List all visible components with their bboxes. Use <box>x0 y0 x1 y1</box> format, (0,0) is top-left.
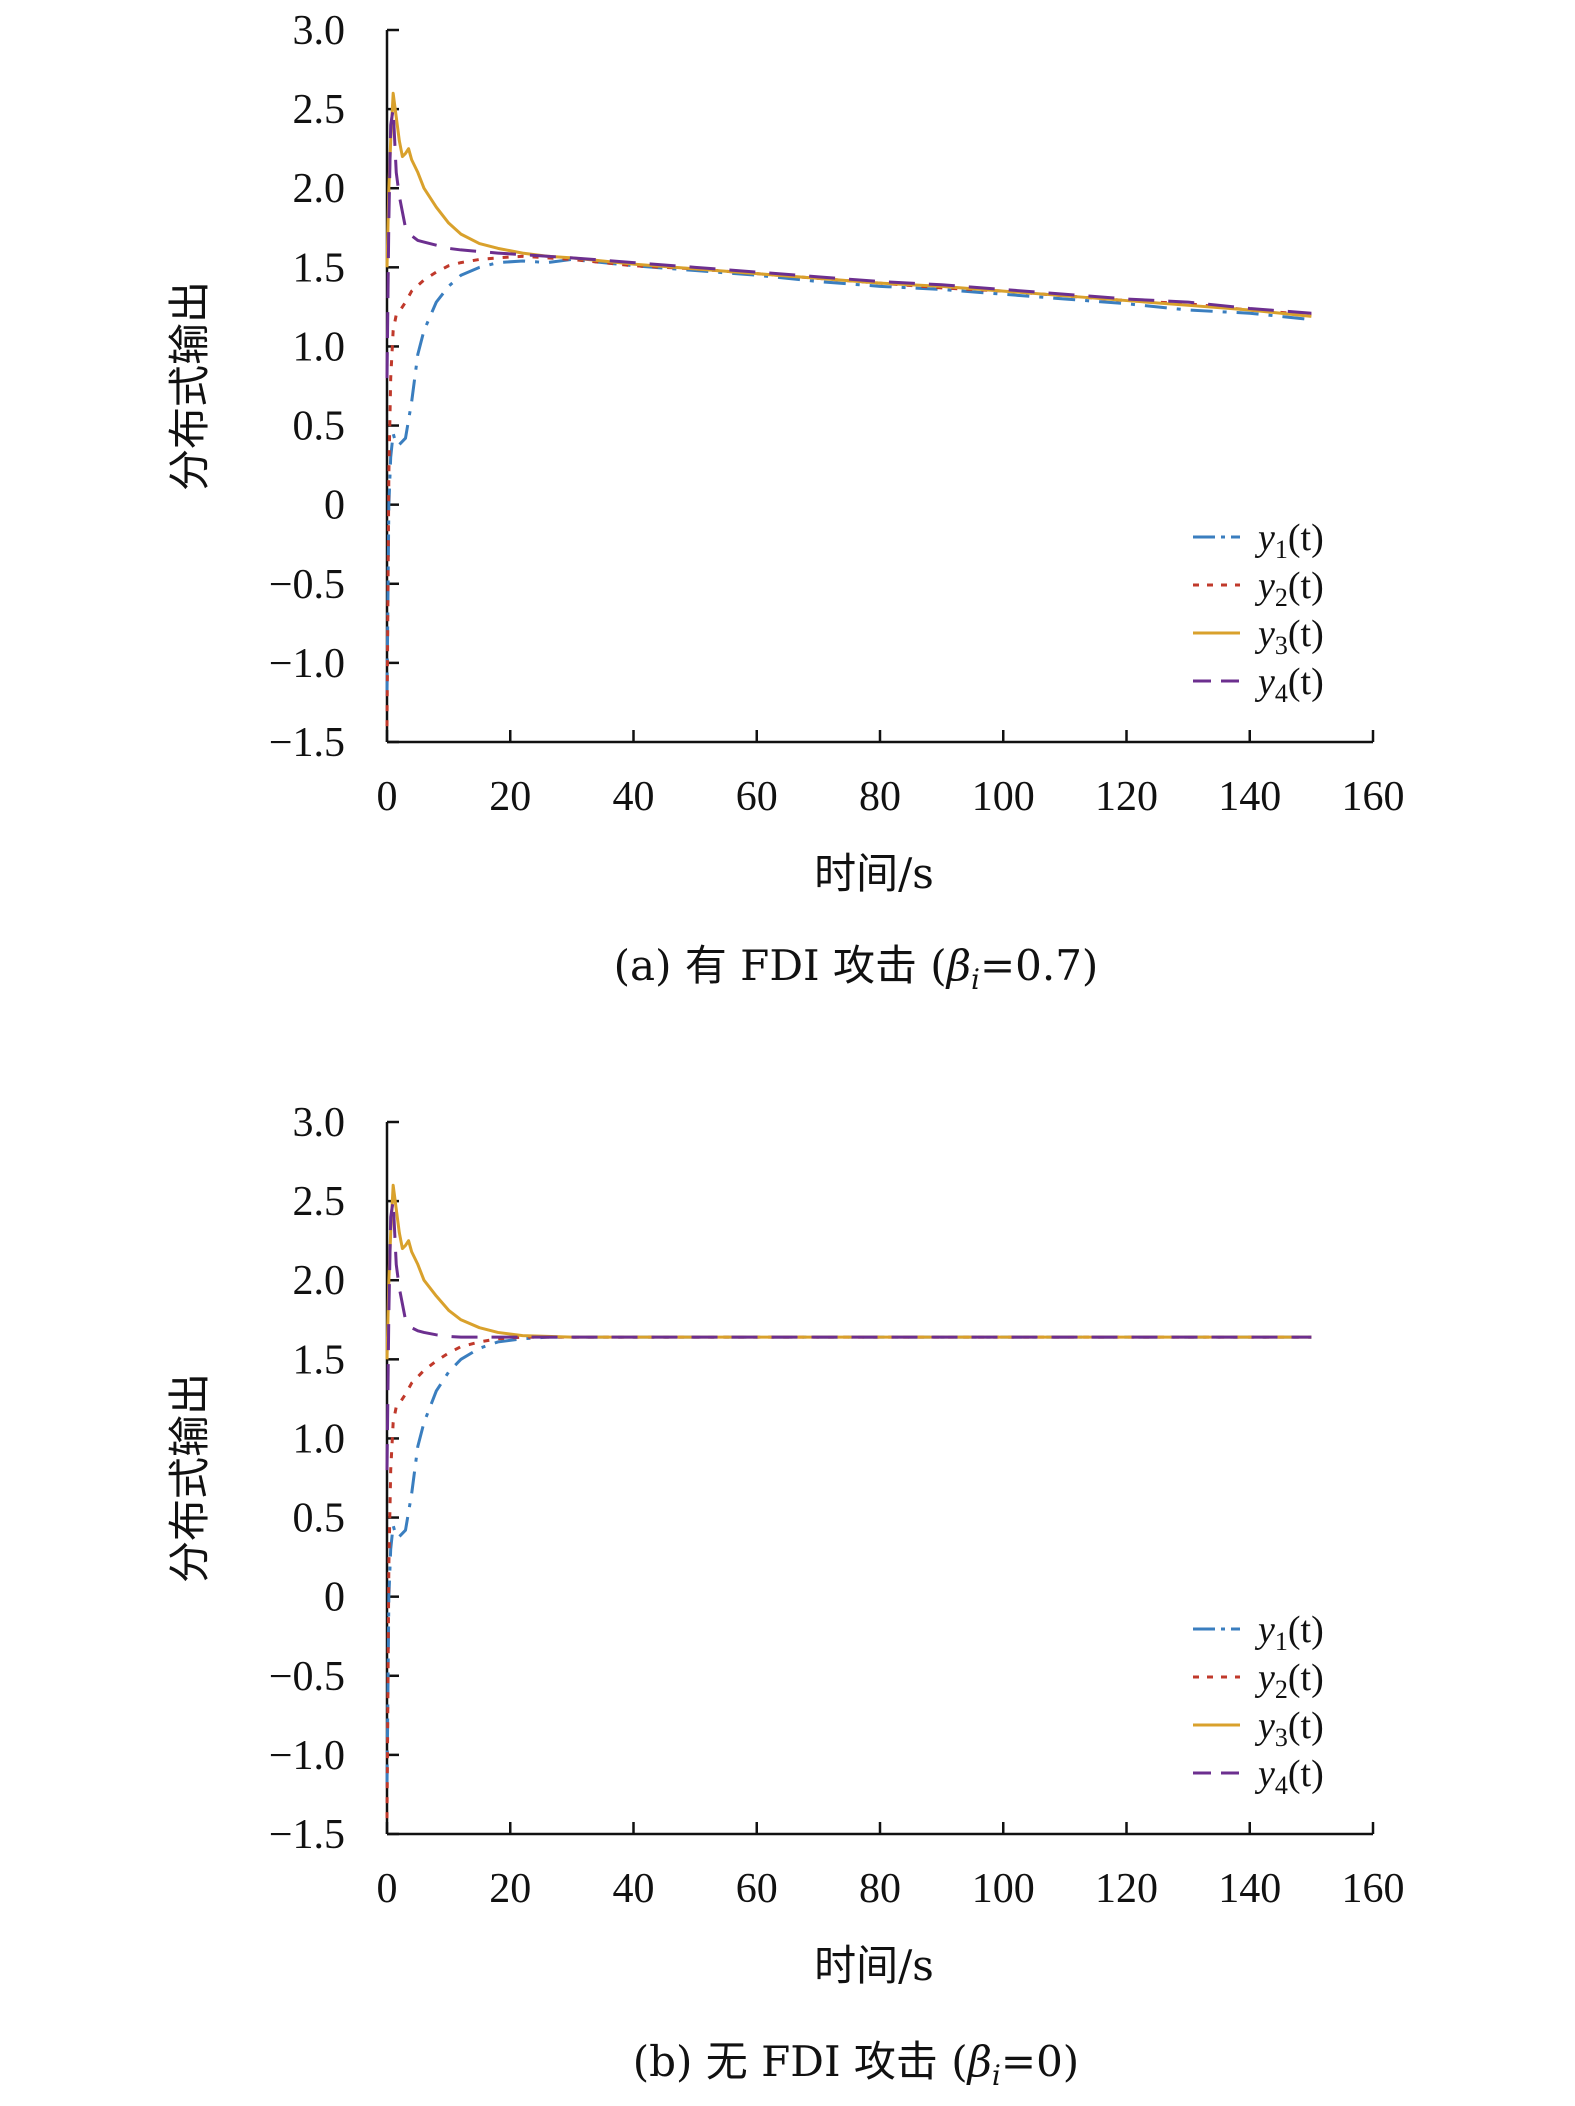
legend-arg: (t) <box>1288 517 1324 559</box>
caption-text: (a) 有 FDI 攻击 ( <box>614 941 947 990</box>
y-tick-label: 1.0 <box>293 1416 346 1462</box>
caption-subscript: i <box>992 2059 1001 2092</box>
caption-greek: β <box>945 941 971 990</box>
caption-value: =0) <box>1001 2037 1079 2086</box>
legend-symbol: y <box>1254 1609 1275 1651</box>
series-line-y2 <box>385 1335 1312 1819</box>
legend-arg: (t) <box>1288 613 1324 655</box>
y-tick-label: 1.5 <box>293 245 346 291</box>
x-tick-label: 0 <box>377 774 398 820</box>
legend-subscript: 2 <box>1275 1675 1288 1704</box>
series-line-y2 <box>385 254 1312 727</box>
x-tick-label: 20 <box>489 774 531 820</box>
x-tick-label: 60 <box>736 774 778 820</box>
x-tick-label: 40 <box>613 1866 655 1912</box>
legend-label: y4(t) <box>1254 661 1324 708</box>
y-tick-label: 0 <box>324 1575 345 1621</box>
y-tick-label: 2.5 <box>293 1179 346 1225</box>
legend-subscript: 4 <box>1275 1771 1288 1800</box>
legend-arg: (t) <box>1288 1657 1324 1699</box>
y-tick-label: 2.0 <box>293 1258 346 1304</box>
y-tick-label: −0.5 <box>269 562 345 608</box>
y-tick-label: 0.5 <box>293 1496 346 1542</box>
legend: y1(t)y2(t)y3(t)y4(t) <box>1193 517 1324 708</box>
series-line-y1 <box>385 257 1312 695</box>
legend-arg: (t) <box>1288 1609 1324 1651</box>
x-tick-label: 100 <box>972 1866 1035 1912</box>
y-tick-label: −1.0 <box>269 1733 345 1779</box>
legend-symbol: y <box>1254 661 1275 703</box>
legend-symbol: y <box>1254 1753 1275 1795</box>
caption-text: (b) 无 FDI 攻击 ( <box>633 2037 968 2086</box>
legend-label: y1(t) <box>1254 1609 1324 1656</box>
legend-label: y4(t) <box>1254 1753 1324 1800</box>
legend-subscript: 1 <box>1275 1627 1288 1656</box>
legend-arg: (t) <box>1288 1753 1324 1795</box>
x-tick-label: 160 <box>1342 1866 1405 1912</box>
x-tick-label: 0 <box>377 1866 398 1912</box>
caption-subscript: i <box>971 963 980 996</box>
legend-symbol: y <box>1254 1657 1275 1699</box>
legend-subscript: 4 <box>1275 679 1288 708</box>
legend-arg: (t) <box>1288 661 1324 703</box>
x-tick-label: 40 <box>613 774 655 820</box>
y-tick-label: 0 <box>324 483 345 529</box>
y-tick-label: 1.5 <box>293 1337 346 1383</box>
legend-arg: (t) <box>1288 565 1324 607</box>
chart-panel-b: 3.0 2.5 2.0 1.5 1.0 0.5 0 −0.5 −1.0 −1.5 0 20 40 60 80… <box>165 1100 1405 2092</box>
y-tick-label: −1.0 <box>269 641 345 687</box>
x-tick-label: 20 <box>489 1866 531 1912</box>
legend-label: y1(t) <box>1254 517 1324 564</box>
y-axis-title: 分布式输出 <box>165 1373 214 1583</box>
series-line-y3 <box>385 1183 1312 1360</box>
series-line-y4 <box>385 1199 1312 1471</box>
y-tick-label: 2.5 <box>293 87 346 133</box>
series-line-y3 <box>385 91 1312 318</box>
legend-arg: (t) <box>1288 1705 1324 1747</box>
x-axis-title: 时间/s <box>814 849 934 898</box>
y-tick-label: −1.5 <box>269 1812 345 1858</box>
y-tick-label: −1.5 <box>269 720 345 766</box>
legend-subscript: 1 <box>1275 535 1288 564</box>
y-tick-label: 3.0 <box>293 8 346 54</box>
y-tick-label: 0.5 <box>293 404 346 450</box>
legend-symbol: y <box>1254 613 1275 655</box>
chart-panel-a: 3.0 2.5 2.0 1.5 1.0 0.5 0 −0.5 −1.0 −1.5 0 20 40 60 80… <box>165 8 1405 996</box>
x-tick-label: 60 <box>736 1866 778 1912</box>
x-tick-label: 140 <box>1218 774 1281 820</box>
series-line-y1 <box>385 1335 1312 1787</box>
legend: y1(t)y2(t)y3(t)y4(t) <box>1193 1609 1324 1800</box>
legend-symbol: y <box>1254 1705 1275 1747</box>
series-line-y4 <box>385 107 1312 379</box>
legend-symbol: y <box>1254 565 1275 607</box>
legend-label: y3(t) <box>1254 1705 1324 1752</box>
caption-value: =0.7) <box>980 941 1098 990</box>
y-tick-label: −0.5 <box>269 1654 345 1700</box>
legend-label: y2(t) <box>1254 565 1324 612</box>
legend-subscript: 3 <box>1275 1723 1288 1752</box>
legend-label: y2(t) <box>1254 1657 1324 1704</box>
legend-subscript: 2 <box>1275 583 1288 612</box>
panel-caption: (b) 无 FDI 攻击 (βi=0) <box>633 2037 1079 2092</box>
x-tick-label: 80 <box>859 1866 901 1912</box>
legend-subscript: 3 <box>1275 631 1288 660</box>
y-tick-label: 1.0 <box>293 324 346 370</box>
panel-caption: (a) 有 FDI 攻击 (βi=0.7) <box>614 941 1099 996</box>
caption-greek: β <box>966 2037 992 2086</box>
x-tick-label: 100 <box>972 774 1035 820</box>
x-tick-label: 120 <box>1095 1866 1158 1912</box>
legend-label: y3(t) <box>1254 613 1324 660</box>
y-tick-label: 3.0 <box>293 1100 346 1146</box>
x-tick-label: 120 <box>1095 774 1158 820</box>
y-axis-title: 分布式输出 <box>165 281 214 491</box>
y-tick-label: 2.0 <box>293 166 346 212</box>
x-tick-label: 140 <box>1218 1866 1281 1912</box>
x-tick-label: 80 <box>859 774 901 820</box>
x-axis-title: 时间/s <box>814 1941 934 1990</box>
x-tick-label: 160 <box>1342 774 1405 820</box>
legend-symbol: y <box>1254 517 1275 559</box>
